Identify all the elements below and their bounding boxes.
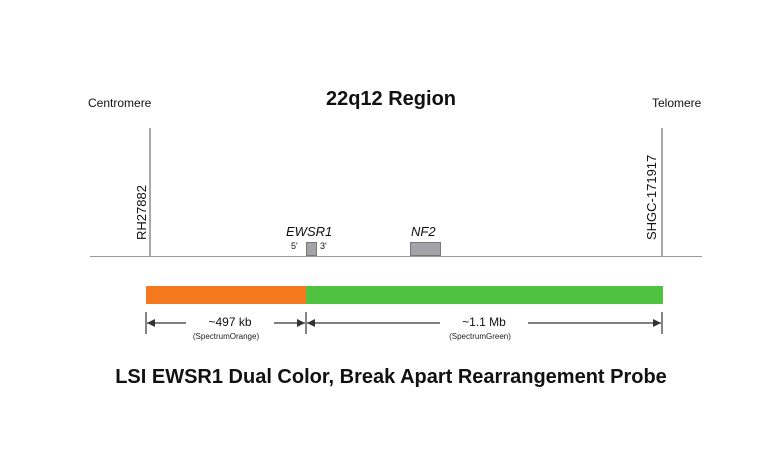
- left-marker-line: [149, 128, 151, 257]
- green-size-label: ~1.1 Mb: [440, 315, 528, 329]
- ewsr1-gene-box: [306, 242, 317, 256]
- green-arrow-left: [307, 319, 315, 327]
- region-title: 22q12 Region: [325, 88, 457, 110]
- ewsr1-3prime-label: 3': [320, 241, 327, 251]
- telomere-label: Telomere: [652, 96, 702, 110]
- orange-arrow-left: [147, 319, 155, 327]
- left-marker-label: RH27882: [134, 185, 149, 240]
- right-marker-label: SHGC-171917: [644, 154, 659, 240]
- nf2-gene-box: [410, 242, 441, 256]
- orange-arrow-right: [297, 319, 305, 327]
- ewsr1-label: EWSR1: [286, 224, 333, 239]
- green-arrow-right: [653, 319, 661, 327]
- orange-size-label: ~497 kb: [186, 315, 274, 329]
- centromere-label: Centromere: [88, 96, 152, 110]
- green-probe-name: (SpectrumGreen): [449, 332, 511, 341]
- ewsr1-5prime-label: 5': [291, 241, 298, 251]
- figure-caption: LSI EWSR1 Dual Color, Break Apart Rearra…: [115, 366, 667, 388]
- right-marker-line: [661, 128, 663, 257]
- orange-probe-name: (SpectrumOrange): [192, 332, 260, 341]
- green-probe-bar: [306, 286, 663, 304]
- orange-probe-bar: [146, 286, 306, 304]
- chromosome-baseline: [90, 256, 702, 257]
- nf2-label: NF2: [411, 224, 436, 239]
